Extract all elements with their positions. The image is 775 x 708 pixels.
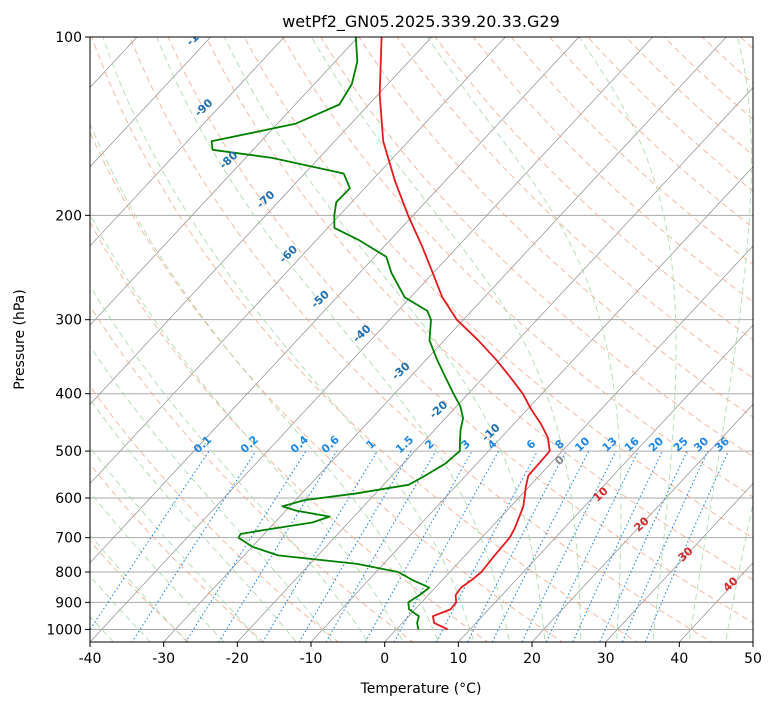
moist-adiabat-line xyxy=(90,446,261,642)
x-tick-label: 0 xyxy=(380,651,389,667)
y-tick-label: 700 xyxy=(55,531,82,547)
isotherm-line xyxy=(90,37,506,485)
y-tick-label: 1000 xyxy=(46,622,82,638)
isotherm-line xyxy=(90,37,359,326)
dry-adiabat-line xyxy=(90,221,489,642)
y-axis-label: Pressure (hPa) xyxy=(12,289,28,389)
y-tick-label: 500 xyxy=(55,444,82,460)
moist-adiabat-line xyxy=(311,37,582,642)
moist-adiabat-line xyxy=(725,501,753,642)
sounding-profiles xyxy=(210,37,551,631)
moist-adiabat-line xyxy=(102,37,475,642)
moist-adiabat-line xyxy=(156,37,510,642)
isotherm-label: -100 xyxy=(184,20,213,48)
x-tick-label: -30 xyxy=(152,651,175,667)
moist-adiabat-line xyxy=(90,398,297,642)
y-tick-label: 200 xyxy=(55,208,82,224)
mixing-ratio-line xyxy=(435,450,538,642)
isotherm-line xyxy=(236,86,753,642)
plot-frame xyxy=(89,36,754,643)
moist-adiabat-line xyxy=(90,122,439,642)
mixing-ratio-line xyxy=(545,450,639,642)
isotherm-line xyxy=(384,245,753,642)
chart-title: wetPf2_GN05.2025.339.20.33.G29 xyxy=(282,12,560,32)
moist-adiabat-line xyxy=(426,37,622,642)
y-tick-label: 600 xyxy=(55,491,82,507)
isotherm-line xyxy=(90,37,285,247)
mixing-ratio-line xyxy=(572,450,663,642)
isotherm-line xyxy=(90,37,654,642)
x-tick-label: 20 xyxy=(523,651,541,667)
y-tick-label: 400 xyxy=(55,387,82,403)
dry-adiabat-line xyxy=(587,37,753,192)
mixing-ratio-lines xyxy=(90,450,729,642)
isotherm-line xyxy=(457,324,753,642)
dry-adiabat-line xyxy=(90,463,265,642)
mixing-ratio-line xyxy=(325,450,437,642)
isotherm-line xyxy=(310,166,753,642)
x-tick-label: -40 xyxy=(79,651,102,667)
y-axis: 1000 900 800 700 600 500 400 300 200 100 xyxy=(46,30,90,638)
mixing-ratio-line xyxy=(262,450,378,642)
dry-adiabat-line xyxy=(243,37,753,539)
x-tick-label: -20 xyxy=(226,651,249,667)
dry-adiabat-line xyxy=(358,37,753,418)
y-tick-label: 900 xyxy=(55,595,82,611)
temperature-profile-line xyxy=(378,37,551,631)
dry-adiabat-line xyxy=(510,37,753,266)
moist-adiabat-line xyxy=(90,285,369,642)
plot-area: -100-90-80-70-60-50-40-30-20-100.10.20.4… xyxy=(90,20,753,642)
mixing-ratio-line xyxy=(521,450,617,642)
mixing-ratio-line xyxy=(298,450,412,642)
x-axis-label: Temperature (°C) xyxy=(360,681,482,697)
x-tick-label: -10 xyxy=(300,651,323,667)
dewpoint-profile-line xyxy=(210,37,464,630)
dry-adiabat-line xyxy=(91,37,638,642)
moist-adiabat-lines xyxy=(90,37,753,642)
mixing-ratio-line xyxy=(131,450,257,642)
mixing-ratio-line xyxy=(90,450,210,631)
moist-adiabat-line xyxy=(90,345,333,642)
dry-adiabat-line xyxy=(396,37,753,379)
y-tick-label: 100 xyxy=(55,30,82,46)
moist-adiabat-line xyxy=(90,213,404,642)
mixing-ratio-line xyxy=(218,450,338,642)
isotherm-line xyxy=(90,37,580,564)
y-tick-label: 800 xyxy=(55,565,82,581)
dry-adiabat-line xyxy=(167,37,753,624)
y-tick-label: 300 xyxy=(55,313,82,329)
moist-adiabat-line xyxy=(223,37,546,642)
moist-adiabat-line xyxy=(578,37,677,642)
moist-adiabat-line xyxy=(688,37,752,642)
x-tick-label: 30 xyxy=(597,651,615,667)
isotherm-line xyxy=(90,37,433,405)
x-axis: -40 -30 -20 -10 0 10 20 30 40 50 xyxy=(79,642,762,667)
isotherm-line xyxy=(605,482,753,642)
x-tick-label: 50 xyxy=(744,651,762,667)
dry-adiabat-line xyxy=(129,37,713,642)
x-tick-label: 10 xyxy=(449,651,467,667)
dry-adiabat-line xyxy=(472,37,753,303)
x-tick-label: 40 xyxy=(670,651,688,667)
dry-adiabat-line xyxy=(549,37,753,229)
dry-adiabat-line xyxy=(282,37,753,498)
isotherm-line xyxy=(90,37,212,168)
mixing-ratio-line xyxy=(185,450,307,642)
